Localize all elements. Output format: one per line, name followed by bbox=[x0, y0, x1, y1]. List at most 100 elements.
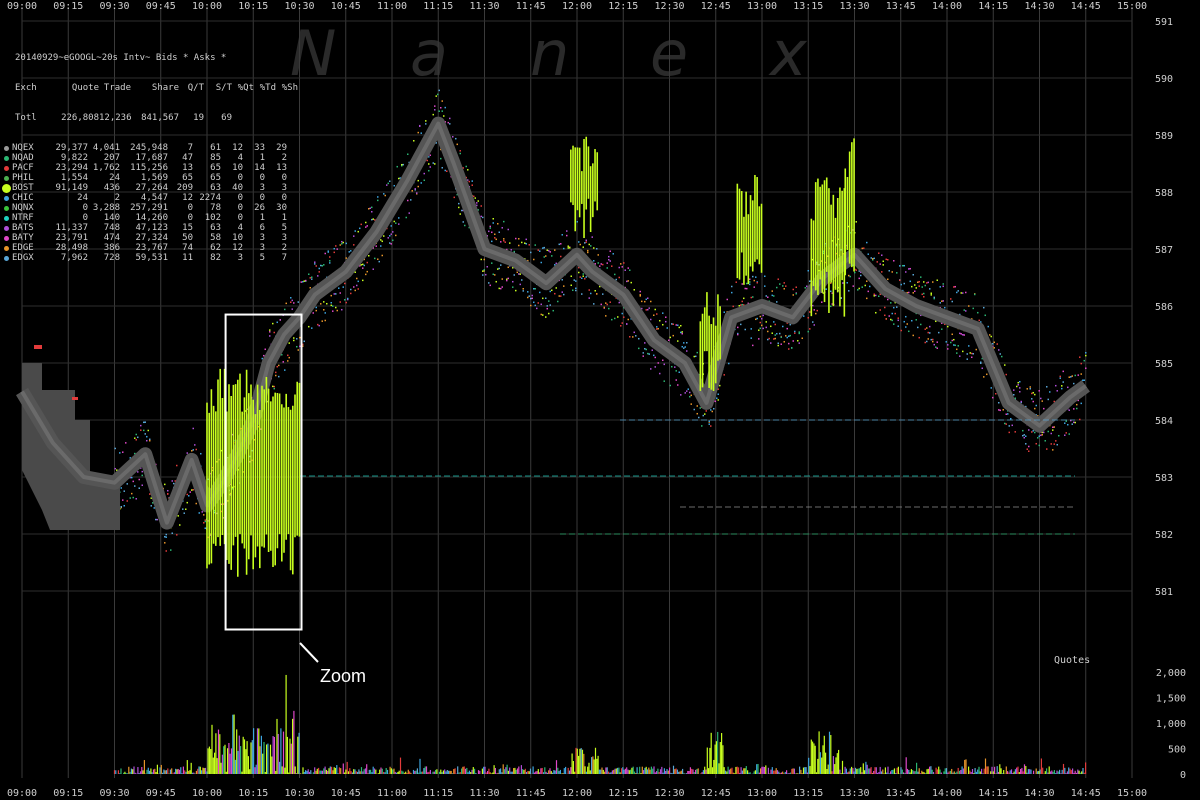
quote-dot bbox=[395, 234, 397, 237]
quote-dot bbox=[959, 355, 961, 357]
x-tick-label-top: 11:15 bbox=[423, 1, 453, 12]
quote-dot bbox=[938, 331, 940, 334]
quote-dot bbox=[909, 280, 911, 283]
quote-dot bbox=[1062, 370, 1064, 373]
quote-dot bbox=[764, 275, 766, 278]
quote-dot bbox=[323, 301, 325, 303]
quote-dot bbox=[1052, 426, 1054, 429]
quote-dot bbox=[992, 345, 994, 348]
quote-dot bbox=[407, 153, 409, 155]
quote-dot bbox=[902, 264, 904, 267]
quote-dot bbox=[836, 252, 838, 255]
quote-dot bbox=[654, 356, 656, 359]
quote-dot bbox=[260, 428, 262, 430]
quote-dot bbox=[939, 286, 941, 288]
quote-dot bbox=[323, 264, 325, 266]
quote-dot bbox=[797, 339, 799, 342]
quote-dot bbox=[759, 315, 761, 318]
quote-dot bbox=[137, 436, 139, 439]
stats-column-header: Share bbox=[151, 83, 179, 93]
quote-dot bbox=[765, 326, 767, 329]
quote-dot bbox=[992, 343, 994, 345]
quote-dot bbox=[212, 466, 214, 469]
quote-dot bbox=[540, 261, 542, 264]
quote-dot bbox=[531, 294, 533, 297]
quote-dot bbox=[114, 467, 116, 470]
quote-dot bbox=[792, 340, 794, 342]
quote-dot bbox=[600, 303, 602, 306]
x-tick-label-top: 09:00 bbox=[7, 1, 37, 12]
exchange-stat-cell: 29 bbox=[276, 143, 287, 153]
quote-dot bbox=[672, 323, 674, 325]
quote-dot bbox=[818, 269, 820, 272]
quote-dot bbox=[597, 254, 599, 256]
quote-dot bbox=[380, 245, 382, 247]
quote-dot bbox=[357, 280, 359, 283]
quote-dot bbox=[588, 297, 590, 299]
exchange-name: EDGX bbox=[4, 253, 48, 263]
quote-dot bbox=[563, 293, 565, 296]
quote-dot bbox=[626, 280, 628, 283]
quote-dot bbox=[761, 324, 763, 327]
quote-dot bbox=[1053, 426, 1055, 428]
quote-dot bbox=[681, 345, 683, 348]
exchange-stat-cell: 1 bbox=[259, 153, 265, 163]
y-tick-label: 581 bbox=[1155, 587, 1173, 598]
quote-dot bbox=[437, 93, 439, 96]
quote-dot bbox=[653, 314, 655, 316]
quote-dot bbox=[330, 304, 332, 307]
quote-dot bbox=[449, 123, 451, 125]
stats-column-header: %Sh bbox=[281, 83, 298, 93]
quote-dot bbox=[1049, 391, 1051, 393]
quote-dot bbox=[495, 280, 497, 283]
quote-dot bbox=[566, 234, 568, 237]
quote-dot bbox=[494, 233, 496, 236]
exchange-row: BATY 23,791 474 27,324 50 58 10 3 3 bbox=[4, 233, 298, 243]
x-tick-label-bottom: 12:45 bbox=[701, 788, 731, 799]
quote-dot bbox=[1013, 394, 1015, 396]
quote-dot bbox=[785, 335, 787, 337]
quote-dot bbox=[542, 314, 544, 316]
y-tick-label: 584 bbox=[1155, 416, 1173, 427]
quote-dot bbox=[965, 310, 967, 312]
quote-dot bbox=[353, 235, 355, 237]
quote-dot bbox=[477, 209, 479, 211]
quote-dot bbox=[506, 279, 508, 282]
quote-dot bbox=[899, 279, 901, 282]
stats-total-cell: 19 bbox=[193, 113, 204, 123]
quote-dot bbox=[924, 341, 926, 344]
quote-dot bbox=[149, 438, 151, 441]
quote-dot bbox=[993, 341, 995, 344]
quote-dot bbox=[312, 312, 314, 314]
quote-dot bbox=[1031, 392, 1033, 395]
quote-dot bbox=[362, 263, 364, 266]
quote-dot bbox=[269, 335, 271, 337]
quote-dot bbox=[908, 330, 910, 333]
quote-dot bbox=[744, 287, 746, 290]
quote-dot bbox=[809, 311, 811, 313]
quote-dot bbox=[555, 262, 557, 265]
x-tick-label-bottom: 10:00 bbox=[192, 788, 222, 799]
quote-dot bbox=[858, 270, 860, 272]
quote-dot bbox=[138, 478, 140, 481]
quote-dot bbox=[1035, 442, 1037, 445]
quote-dot bbox=[231, 433, 233, 436]
volume-tick-label: 1,000 bbox=[1156, 719, 1186, 730]
x-tick-label-top: 15:00 bbox=[1117, 1, 1147, 12]
quote-dot bbox=[341, 240, 343, 243]
quote-dot bbox=[972, 353, 974, 355]
quote-dot bbox=[1080, 402, 1082, 405]
x-tick-label-bottom: 11:15 bbox=[423, 788, 453, 799]
quote-dot bbox=[771, 332, 773, 334]
quote-dot bbox=[567, 247, 569, 249]
quote-dot bbox=[717, 399, 719, 401]
quote-dot bbox=[549, 290, 551, 293]
quote-dot bbox=[752, 344, 754, 347]
quote-dot bbox=[792, 288, 794, 291]
quote-dot bbox=[1004, 422, 1006, 425]
quote-dot bbox=[317, 323, 319, 326]
quote-dot bbox=[764, 285, 766, 287]
quote-dot bbox=[936, 341, 938, 343]
exchange-stat-cell: 7 bbox=[281, 253, 287, 263]
quote-dot bbox=[1061, 387, 1063, 390]
